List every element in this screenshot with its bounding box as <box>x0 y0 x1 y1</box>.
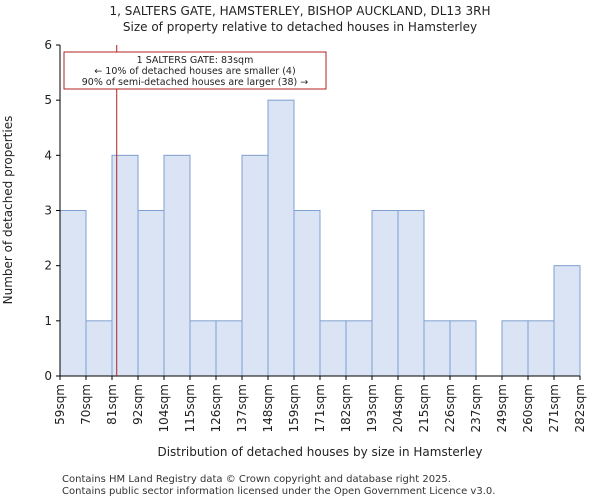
x-ticks-group: 59sqm 70sqm 81sqm 92sqm 104sqm 115sqm 126sqm 13… <box>53 376 587 432</box>
bar-104sqm <box>163 154 191 377</box>
x-tick-label-260sqm: 260sqm <box>521 384 535 432</box>
y-ticks-group: 0 1 2 3 4 5 6 <box>44 38 60 383</box>
bar-148sqm <box>267 99 295 377</box>
y-tick-label-4: 4 <box>44 148 52 162</box>
footer-line-2: Contains public sector information licen… <box>62 486 496 497</box>
annotation-line-3: 90% of semi-detached houses are larger (… <box>82 77 309 88</box>
y-tick-label-1: 1 <box>44 314 52 328</box>
x-tick-label-126sqm: 126sqm <box>209 384 223 432</box>
y-tick-label-6: 6 <box>44 38 52 52</box>
x-tick-label-148sqm: 148sqm <box>261 384 275 432</box>
bar-81sqm <box>111 154 139 377</box>
bars-group <box>59 99 581 377</box>
annotation-group: 1 SALTERS GATE: 83sqm← 10% of detached h… <box>63 45 327 376</box>
annotation-line-2: ← 10% of detached houses are smaller (4) <box>94 66 295 77</box>
bar-159sqm <box>293 210 321 377</box>
y-tick-label-2: 2 <box>44 259 52 273</box>
footer-line-1: Contains HM Land Registry data © Crown c… <box>62 474 451 485</box>
bar-171sqm <box>319 320 347 377</box>
x-tick-label-81sqm: 81sqm <box>105 384 119 425</box>
bar-126sqm <box>215 320 243 377</box>
x-tick-label-193sqm: 193sqm <box>365 384 379 432</box>
chart-title: 1, SALTERS GATE, HAMSTERLEY, BISHOP AUCK… <box>109 4 491 18</box>
bar-182sqm <box>345 320 373 377</box>
x-tick-label-282sqm: 282sqm <box>573 384 587 432</box>
bar-226sqm <box>449 320 477 377</box>
bar-115sqm <box>189 320 217 377</box>
bar-193sqm <box>371 210 399 377</box>
chart-subtitle: Size of property relative to detached ho… <box>122 20 478 34</box>
bar-70sqm <box>85 320 113 377</box>
y-tick-label-5: 5 <box>44 93 52 107</box>
bar-260sqm <box>527 320 555 377</box>
bar-271sqm <box>553 265 581 377</box>
x-tick-label-70sqm: 70sqm <box>79 384 93 425</box>
y-tick-label-3: 3 <box>44 204 52 218</box>
y-tick-label-0: 0 <box>44 369 52 383</box>
annotation-line-1: 1 SALTERS GATE: 83sqm <box>137 55 254 66</box>
bar-249sqm <box>501 320 529 377</box>
x-tick-label-204sqm: 204sqm <box>391 384 405 432</box>
x-tick-label-159sqm: 159sqm <box>287 384 301 432</box>
x-tick-label-59sqm: 59sqm <box>53 384 67 425</box>
bar-59sqm <box>59 210 87 377</box>
x-tick-label-249sqm: 249sqm <box>495 384 509 432</box>
x-tick-label-104sqm: 104sqm <box>157 384 171 432</box>
x-tick-label-115sqm: 115sqm <box>183 384 197 432</box>
annotation-box <box>63 51 327 90</box>
x-tick-label-237sqm: 237sqm <box>469 384 483 432</box>
bar-215sqm <box>423 320 451 377</box>
x-tick-label-215sqm: 215sqm <box>417 384 431 432</box>
bar-137sqm <box>241 154 269 377</box>
x-tick-label-182sqm: 182sqm <box>339 384 353 432</box>
bar-92sqm <box>137 210 165 377</box>
x-tick-label-171sqm: 171sqm <box>313 384 327 432</box>
x-axis-label: Distribution of detached houses by size … <box>157 445 482 459</box>
bar-204sqm <box>397 210 425 377</box>
x-tick-label-92sqm: 92sqm <box>131 384 145 425</box>
x-tick-label-226sqm: 226sqm <box>443 384 457 432</box>
y-axis-label: Number of detached properties <box>1 116 15 305</box>
x-tick-label-137sqm: 137sqm <box>235 384 249 432</box>
x-tick-label-271sqm: 271sqm <box>547 384 561 432</box>
